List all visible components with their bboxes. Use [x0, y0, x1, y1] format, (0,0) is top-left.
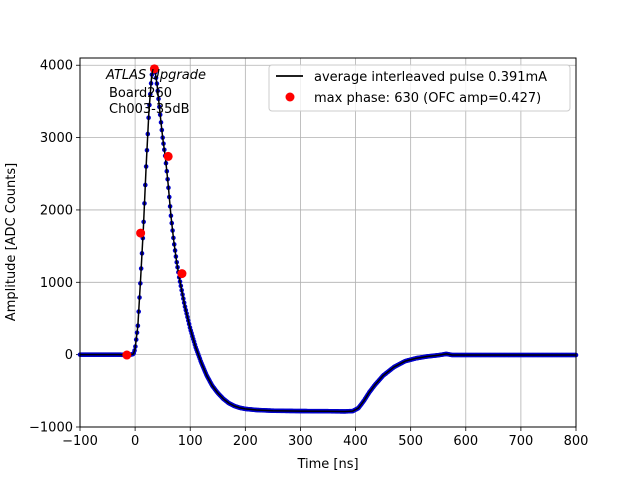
x-tick-label: 100	[178, 434, 203, 449]
annotation-line-2: Board260	[109, 86, 172, 101]
legend: average interleaved pulse 0.391mA max ph…	[268, 64, 571, 112]
y-tick-label: 3000	[40, 131, 73, 146]
x-tick-label: 800	[564, 434, 589, 449]
legend-label-series-2: max phase: 630 (OFC amp=0.427)	[314, 91, 541, 106]
legend-marker-swatch	[285, 92, 295, 102]
annotation-line-1: ATLAS Upgrade	[105, 68, 206, 83]
y-tick-label: −1000	[29, 421, 73, 436]
x-axis-ticks: −100 0 100 200 300 400 500 600 700 800	[62, 427, 588, 449]
plot-frame	[79, 57, 577, 428]
x-tick-label: 400	[343, 434, 368, 449]
y-tick-label: 2000	[40, 203, 73, 218]
y-axis-ticks: −1000 0 1000 2000 3000 4000	[29, 59, 80, 436]
annotation-block: ATLAS Upgrade Board260 Ch003-35dB	[105, 68, 206, 117]
x-tick-label: 500	[398, 434, 423, 449]
x-tick-label: 700	[508, 434, 533, 449]
y-tick-label: 4000	[40, 59, 73, 74]
y-tick-label: 0	[65, 348, 73, 363]
x-tick-label: −100	[62, 434, 98, 449]
x-tick-label: 200	[233, 434, 258, 449]
max-phase-point	[177, 269, 187, 279]
max-phase-point	[122, 350, 132, 360]
series-1-line	[80, 66, 576, 413]
legend-label-series-1: average interleaved pulse 0.391mA	[314, 70, 547, 85]
x-tick-label: 300	[288, 434, 313, 449]
x-tick-label: 600	[453, 434, 478, 449]
max-phase-point	[163, 151, 173, 161]
y-axis-label: Amplitude [ADC Counts]	[4, 163, 19, 321]
max-phase-point	[149, 64, 159, 74]
max-phase-point	[136, 228, 146, 238]
y-tick-label: 1000	[40, 276, 73, 291]
x-tick-label: 0	[131, 434, 139, 449]
annotation-line-3: Ch003-35dB	[109, 102, 190, 117]
plot-series	[77, 64, 579, 414]
x-axis-label: Time [ns]	[296, 457, 358, 472]
legend-box	[268, 64, 571, 112]
